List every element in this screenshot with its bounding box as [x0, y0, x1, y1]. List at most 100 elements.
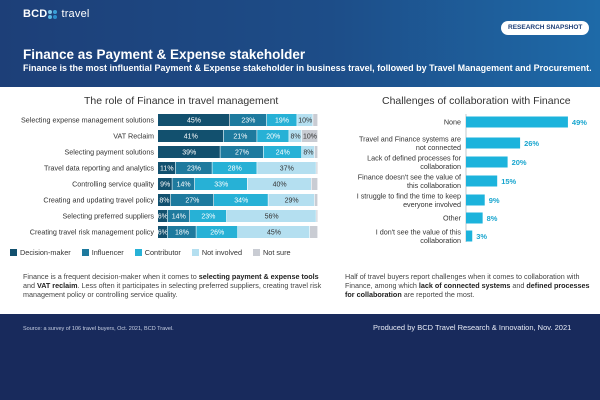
left-summary-note: Finance is a frequent decision-maker whe…	[23, 272, 323, 300]
bar-segment-contributor	[257, 130, 289, 142]
row-label-vat-reclaim: VAT Reclaim	[113, 132, 154, 141]
left-note-emphasis-1: selecting payment & expense tools	[198, 272, 319, 281]
right-chart-title: Challenges of collaboration with Finance	[382, 95, 571, 107]
segment-value-label: 27%	[235, 150, 249, 157]
segment-value-label: 41%	[184, 134, 198, 141]
category-label: Travel and Finance systems are not connec…	[359, 134, 461, 152]
bcd-travel-logo: BCD travel	[23, 8, 90, 20]
bar-segment-not-involved	[268, 194, 315, 206]
bar-lack-of-defined-processes-for-collaboration	[466, 156, 508, 168]
left-chart-title: The role of Finance in travel management	[84, 95, 279, 107]
logo-text-travel: travel	[61, 8, 90, 20]
bar-segment-contributor	[190, 210, 227, 222]
segment-value-label: 20%	[266, 134, 280, 141]
footer-banner: Source: a survey of 106 travel buyers, O…	[0, 314, 600, 400]
bar-segment-decision-maker	[158, 114, 230, 126]
segment-value-label: 19%	[275, 118, 289, 125]
segment-value-label: 14%	[177, 182, 191, 189]
row-label-selecting-preferred-suppliers: Selecting preferred suppliers	[63, 212, 155, 221]
left-note-text-1: Finance is a frequent decision-maker whe…	[23, 272, 199, 281]
source-note: Source: a survey of 106 travel buyers, O…	[23, 326, 174, 332]
category-label: Lack of defined processes for collaborati…	[367, 153, 461, 171]
segment-value-label: 40%	[273, 182, 287, 189]
right-note-emphasis-1: lack of connected systems	[418, 281, 511, 291]
bar-segment-decision-maker	[158, 178, 172, 190]
bar-segment-not-sure	[314, 194, 318, 206]
row-label-creating-and-updating-travel-policy: Creating and updating travel policy	[43, 196, 154, 205]
bar-none	[466, 116, 568, 128]
bar-segment-influencer	[167, 210, 190, 222]
bar-segment-influencer	[175, 162, 212, 174]
bar-segment-influencer	[167, 226, 196, 238]
bar-segment-contributor	[194, 178, 247, 190]
bar-segment-decision-maker	[158, 210, 167, 222]
left-note-text-3: . Less often it participates in selectin…	[23, 281, 322, 300]
legend-label: Not involved	[201, 248, 242, 257]
segment-value-label: 34%	[234, 198, 248, 205]
segment-value-label: 24%	[276, 150, 290, 157]
bar-value-label: 3%	[476, 232, 487, 241]
segment-value-label: 11%	[160, 166, 174, 173]
legend-label: Decision-maker	[20, 248, 71, 257]
category-label: Other	[443, 214, 462, 223]
bar-travel-and-finance-systems-are-not-connected	[466, 137, 521, 149]
bar-segment-not-involved	[257, 162, 316, 174]
produced-by-credit: Produced by BCD Travel Research & Innova…	[373, 323, 572, 332]
left-chart-legend: Decision-maker Influencer Contributor Not i…	[10, 248, 291, 257]
bar-segment-not-sure	[313, 114, 318, 126]
bar-segment-contributor	[266, 114, 297, 126]
segment-value-label: 9%	[160, 182, 170, 189]
category-label: Finance doesn't see the value of this col…	[358, 172, 461, 190]
logo-dots-icon	[48, 9, 57, 19]
segment-value-label: 29%	[285, 198, 299, 205]
bar-segment-not-involved	[238, 226, 310, 238]
page-subtitle: Finance is the most influential Payment …	[23, 63, 592, 73]
segment-value-label: 39%	[182, 150, 196, 157]
legend-swatch	[134, 249, 142, 256]
bar-i-struggle-to-find-the-time-to-keep-everyone-involved	[466, 194, 485, 206]
bar-finance-doesn-t-see-the-value-of-this-collaboration	[466, 175, 498, 187]
bar-segment-not-involved	[302, 146, 315, 158]
segment-value-label: 45%	[267, 230, 281, 237]
segment-value-label: 6%	[158, 230, 168, 237]
bar-value-label: 20%	[512, 158, 527, 167]
bar-other	[466, 212, 483, 224]
legend-item-not-sure: Not sure	[253, 248, 291, 257]
bar-segment-not-sure	[302, 130, 318, 142]
segment-value-label: 10%	[298, 118, 312, 125]
bar-segment-not-sure	[316, 162, 318, 174]
segment-value-label: 14%	[172, 214, 186, 221]
row-label-travel-data-reporting-and-analytics: Travel data reporting and analytics	[44, 164, 154, 173]
bar-value-label: 8%	[487, 214, 498, 223]
segment-value-label: 8%	[303, 150, 313, 157]
right-note-text-3: are reported the most.	[401, 290, 475, 300]
legend-swatch	[81, 249, 89, 256]
segment-value-label: 21%	[233, 134, 247, 141]
bar-segment-not-involved	[247, 178, 311, 190]
bar-segment-contributor	[214, 194, 268, 206]
bar-segment-not-sure	[311, 178, 318, 190]
right-note-emphasis-2: defined processes for collaboration	[345, 281, 590, 300]
bar-value-label: 49%	[572, 118, 587, 127]
row-label-creating-travel-risk-management-policy: Creating travel risk management policy	[30, 228, 155, 237]
bar-segment-influencer	[223, 130, 257, 142]
collaboration-challenges-bar-chart: 49% None 26% Travel and Finance systems are…	[357, 114, 587, 245]
bar-segment-contributor	[196, 226, 238, 238]
legend-item-decision-maker: Decision-maker	[10, 248, 71, 257]
segment-value-label: 8%	[159, 198, 169, 205]
left-note-text-2: and	[23, 281, 37, 291]
bar-value-label: 9%	[489, 196, 500, 205]
header-banner: BCD travel RESEARCH SNAPSHOT Finance as …	[0, 0, 600, 87]
segment-value-label: 10%	[303, 134, 317, 141]
segment-value-label: 18%	[175, 230, 189, 237]
bar-value-label: 26%	[524, 139, 539, 148]
bar-segment-influencer	[170, 194, 214, 206]
segment-value-label: 37%	[280, 166, 294, 173]
left-note-emphasis-2: VAT reclaim	[37, 281, 78, 291]
legend-label: Influencer	[91, 248, 124, 257]
bar-segment-not-involved	[226, 210, 316, 222]
right-note-text-1: Half of travel buyers report challenges …	[345, 272, 580, 291]
segment-value-label: 45%	[187, 118, 201, 125]
bar-segment-contributor	[212, 162, 257, 174]
